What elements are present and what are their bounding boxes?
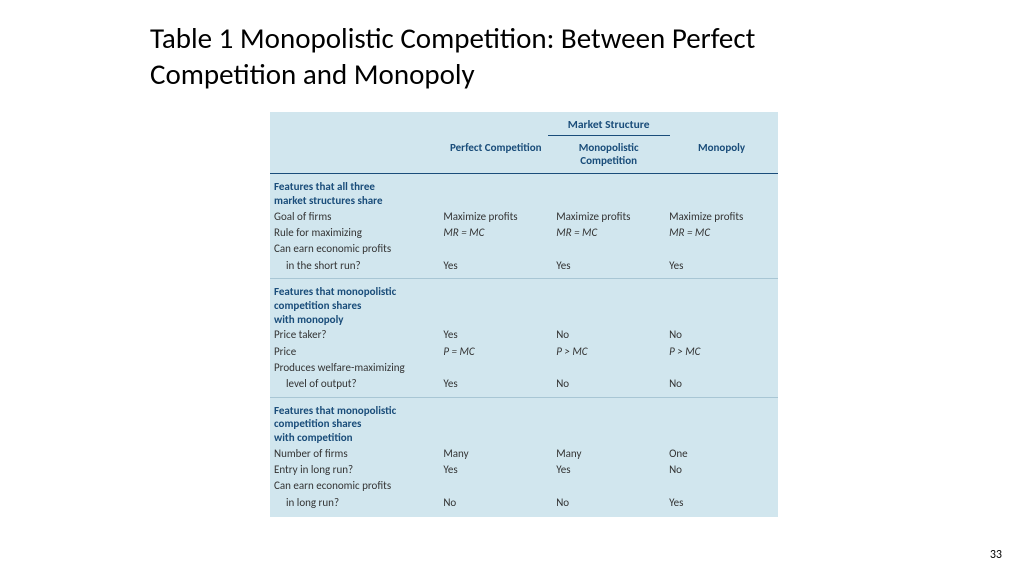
- spanner-row: Market Structure: [270, 112, 778, 137]
- cell-value: P = MC: [439, 344, 552, 360]
- cell-value: Yes: [552, 258, 665, 274]
- cell-value: No: [552, 376, 665, 392]
- cell-value: No: [439, 495, 552, 511]
- cell-value: MR = MC: [439, 225, 552, 241]
- cell-value: Yes: [665, 258, 778, 274]
- cell-value: [439, 241, 552, 257]
- cell-value: [552, 360, 665, 376]
- cell-value: [439, 360, 552, 376]
- cell-value: [665, 241, 778, 257]
- cell-value: No: [552, 495, 665, 511]
- cell-value: MR = MC: [552, 225, 665, 241]
- cell-value: Yes: [439, 327, 552, 343]
- cell-value: Yes: [439, 462, 552, 478]
- cell-value: Yes: [665, 495, 778, 511]
- cell-value: Maximize profits: [665, 209, 778, 225]
- table-row: Number of firmsManyManyOne: [270, 446, 778, 462]
- column-spanner: Market Structure: [548, 118, 670, 136]
- section-header: Features that monopolistic competition s…: [270, 397, 778, 446]
- cell-value: MR = MC: [665, 225, 778, 241]
- table-row: Produces welfare-maximizing: [270, 360, 778, 376]
- cell-value: [439, 478, 552, 494]
- cell-value: No: [552, 327, 665, 343]
- cell-value: Maximize profits: [552, 209, 665, 225]
- table-row: level of output?YesNoNo: [270, 376, 778, 392]
- cell-value: Maximize profits: [439, 209, 552, 225]
- cell-value: [552, 478, 665, 494]
- table-row: Rule for maximizingMR = MCMR = MCMR = MC: [270, 225, 778, 241]
- cell-value: [665, 478, 778, 494]
- cell-value: Yes: [439, 376, 552, 392]
- cell-value: Many: [439, 446, 552, 462]
- market-structure-table: Market Structure Perfect Competition Mon…: [270, 112, 778, 517]
- cell-value: Many: [552, 446, 665, 462]
- section-header: Features that monopolistic competition s…: [270, 279, 778, 328]
- row-label: Entry in long run?: [270, 462, 439, 478]
- cell-value: P > MC: [665, 344, 778, 360]
- row-label: Can earn economic profits: [270, 241, 439, 257]
- table-row: Goal of firmsMaximize profitsMaximize pr…: [270, 209, 778, 225]
- cell-value: Yes: [439, 258, 552, 274]
- page-number: 33: [990, 548, 1002, 562]
- row-label: in long run?: [270, 495, 439, 511]
- cell-value: [552, 241, 665, 257]
- row-label: Price taker?: [270, 327, 439, 343]
- row-label: Number of firms: [270, 446, 439, 462]
- cell-value: P > MC: [552, 344, 665, 360]
- table-row: PriceP = MCP > MCP > MC: [270, 344, 778, 360]
- cell-value: No: [665, 327, 778, 343]
- cell-value: [665, 360, 778, 376]
- row-label: Produces welfare-maximizing: [270, 360, 439, 376]
- slide-title: Table 1 Monopolistic Competition: Betwee…: [150, 20, 850, 93]
- col-header: Monopoly: [665, 137, 778, 173]
- table-row: in the short run?YesYesYes: [270, 258, 778, 274]
- table-row: Can earn economic profits: [270, 478, 778, 494]
- row-label: Can earn economic profits: [270, 478, 439, 494]
- row-label: Goal of firms: [270, 209, 439, 225]
- table-row: Entry in long run?YesYesNo: [270, 462, 778, 478]
- row-label: in the short run?: [270, 258, 439, 274]
- row-label: Price: [270, 344, 439, 360]
- table-row: Can earn economic profits: [270, 241, 778, 257]
- column-header-row: Perfect Competition Monopolistic Competi…: [270, 137, 778, 173]
- cell-value: Yes: [552, 462, 665, 478]
- col-header: Perfect Competition: [439, 137, 552, 173]
- row-label: level of output?: [270, 376, 439, 392]
- table-row: in long run?NoNoYes: [270, 495, 778, 511]
- col-header: Monopolistic Competition: [552, 137, 665, 173]
- section-header: Features that all three market structure…: [270, 174, 778, 209]
- row-label: Rule for maximizing: [270, 225, 439, 241]
- cell-value: No: [665, 376, 778, 392]
- table-row: Price taker?YesNoNo: [270, 327, 778, 343]
- cell-value: No: [665, 462, 778, 478]
- cell-value: One: [665, 446, 778, 462]
